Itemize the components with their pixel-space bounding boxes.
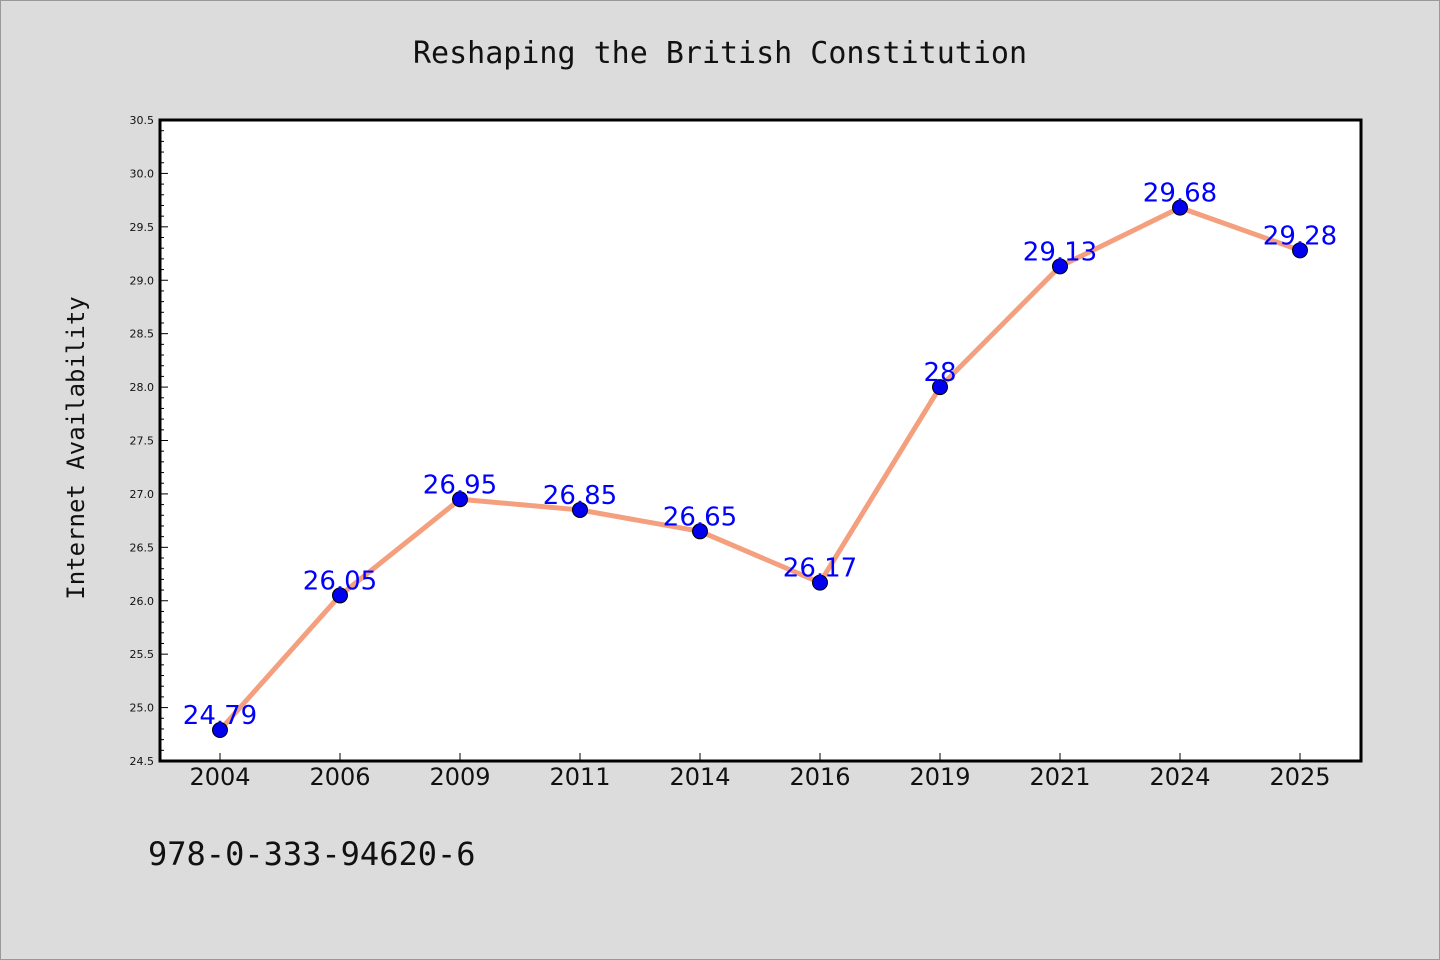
data-label: 29.28 [1263, 221, 1337, 251]
x-tick-label: 2011 [549, 763, 610, 791]
series-line [217, 205, 1303, 733]
y-axis-label: Internet Availability [62, 296, 90, 599]
y-tick-label: 29.0 [130, 274, 155, 287]
y-tick-label: 25.0 [130, 702, 155, 715]
data-label: 26.95 [423, 470, 497, 500]
data-point [1292, 242, 1308, 259]
data-label: 26.05 [303, 566, 377, 596]
x-tick-label: 2014 [669, 763, 730, 791]
data-point [812, 574, 828, 591]
y-tick-label: 26.5 [130, 541, 155, 554]
x-tick-label: 2016 [789, 763, 850, 791]
data-point [212, 722, 228, 739]
y-tick-label: 27.0 [130, 488, 155, 501]
y-tick-label: 26.0 [130, 595, 155, 608]
data-point [572, 501, 588, 518]
plot-frame [158, 118, 1363, 763]
y-tick-label: 24.5 [130, 755, 155, 768]
plot-area [160, 120, 1361, 761]
data-point [1052, 258, 1068, 275]
data-point [452, 491, 468, 508]
x-tick-label: 2009 [429, 763, 490, 791]
x-axis-ticks: 2004 2006 2009 2011 2014 2016 2019 2021 2024 2025 [189, 753, 1331, 791]
data-label: 29.68 [1143, 179, 1217, 209]
y-tick-label: 30.5 [130, 114, 155, 127]
data-label: 28 [923, 358, 956, 388]
x-tick-label: 2006 [309, 763, 370, 791]
y-axis-ticks: 24.5 25.0 25.5 26.0 26.5 27.0 27.5 28.0 28.5 29.0… [130, 114, 168, 768]
x-tick-label: 2024 [1149, 763, 1210, 791]
data-label: 26.17 [783, 554, 857, 584]
data-point [1172, 199, 1188, 216]
data-series: 24.79 26.05 26.95 26.85 26.65 26.17 28 29.13 29.… [183, 179, 1337, 739]
data-point [692, 523, 708, 540]
data-point [932, 379, 948, 396]
isbn-footnote: 978-0-333-94620-6 [148, 835, 476, 873]
data-label: 26.65 [663, 502, 737, 532]
y-tick-label: 29.5 [130, 221, 155, 234]
y-tick-label: 28.0 [130, 381, 155, 394]
data-label: 29.13 [1023, 237, 1097, 267]
y-tick-label: 25.5 [130, 648, 155, 661]
x-tick-label: 2019 [909, 763, 970, 791]
y-tick-label: 28.5 [130, 328, 155, 341]
chart-title: Reshaping the British Constitution [413, 36, 1027, 71]
y-tick-label: 27.5 [130, 435, 155, 448]
data-label: 24.79 [183, 701, 257, 731]
data-label: 26.85 [543, 481, 617, 511]
data-point [332, 587, 348, 604]
y-tick-label: 30.0 [130, 167, 155, 180]
x-tick-label: 2004 [189, 763, 250, 791]
x-tick-label: 2021 [1029, 763, 1090, 791]
x-tick-label: 2025 [1269, 763, 1330, 791]
